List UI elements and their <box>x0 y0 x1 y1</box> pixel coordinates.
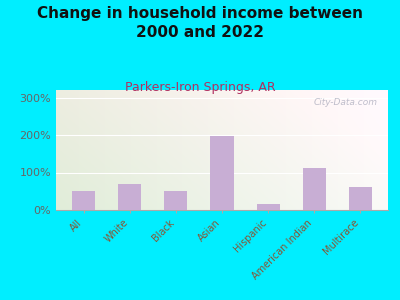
Bar <box>349 187 372 210</box>
Bar <box>210 136 234 210</box>
Bar <box>303 168 326 210</box>
Bar <box>118 184 141 210</box>
Bar <box>164 190 188 210</box>
Bar <box>256 204 280 210</box>
Text: Change in household income between
2000 and 2022: Change in household income between 2000 … <box>37 6 363 40</box>
Text: Parkers-Iron Springs, AR: Parkers-Iron Springs, AR <box>125 81 275 94</box>
Bar <box>72 191 95 210</box>
Text: City-Data.com: City-Data.com <box>314 98 378 107</box>
